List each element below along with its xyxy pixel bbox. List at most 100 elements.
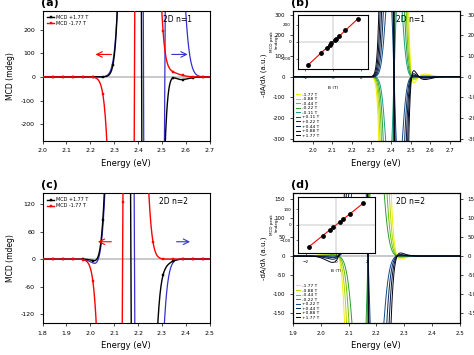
-0.88 T: [290, 254, 296, 258]
Line: -0.22 T: -0.22 T: [293, 94, 460, 355]
-0.22 T: [454, 254, 459, 258]
+1.77 T: [290, 254, 296, 258]
+0.22 T: [369, 75, 375, 79]
Line: -0.88 T: -0.88 T: [293, 0, 460, 355]
-0.44 T: [370, 75, 376, 79]
+0.11 T: [290, 75, 296, 79]
-0.22 T: [371, 106, 376, 111]
-1.77 T: [390, 224, 396, 228]
-0.22 T: [457, 254, 463, 258]
MCD +1.77 T: [177, 77, 183, 82]
+0.22 T: [290, 254, 296, 258]
+0.44 T: [290, 75, 296, 79]
+0.22 T: [428, 254, 433, 258]
+0.11 T: [390, 29, 395, 33]
+0.11 T: [396, 170, 402, 174]
Line: MCD -1.77 T: MCD -1.77 T: [41, 0, 211, 355]
-0.22 T: [290, 254, 296, 258]
+0.22 T: [457, 254, 463, 258]
MCD -1.77 T: [207, 75, 212, 79]
MCD -1.77 T: [40, 75, 46, 79]
+0.22 T: [454, 254, 459, 258]
+0.22 T: [357, 88, 363, 93]
-1.77 T: [457, 254, 463, 258]
-0.88 T: [390, 239, 396, 244]
+0.44 T: [369, 75, 375, 79]
+0.22 T: [390, 258, 396, 262]
Y-axis label: MCD (mdeg): MCD (mdeg): [7, 52, 16, 100]
+1.77 T: [454, 75, 459, 79]
-0.22 T: [373, 92, 379, 96]
-0.88 T: [428, 74, 433, 78]
+0.88 T: [457, 254, 463, 258]
-1.77 T: [370, 76, 376, 80]
-1.77 T: [369, 75, 375, 80]
-0.44 T: [457, 75, 463, 79]
-0.44 T: [380, 199, 386, 203]
Line: +1.77 T: +1.77 T: [293, 0, 460, 355]
MCD -1.77 T: [177, 257, 183, 261]
+0.22 T: [290, 75, 296, 79]
MCD -1.77 T: [177, 72, 183, 77]
+0.22 T: [428, 75, 433, 79]
+1.77 T: [290, 75, 296, 79]
MCD +1.77 T: [207, 257, 212, 261]
+0.44 T: [428, 75, 433, 80]
Line: MCD -1.77 T: MCD -1.77 T: [41, 0, 211, 355]
MCD -1.77 T: [203, 75, 209, 79]
X-axis label: Energy (eV): Energy (eV): [101, 159, 151, 168]
-0.22 T: [380, 137, 386, 141]
Line: -1.77 T: -1.77 T: [293, 0, 460, 355]
Legend: -1.77 T, -0.88 T, -0.44 T, -0.22 T, -0.11 T, +0.11 T, +0.22 T, +0.44 T, +0.88 T,: -1.77 T, -0.88 T, -0.44 T, -0.22 T, -0.1…: [295, 92, 320, 138]
Y-axis label: MCD (mdeg): MCD (mdeg): [7, 234, 16, 282]
+1.77 T: [457, 254, 463, 258]
MCD +1.77 T: [139, 287, 145, 291]
+0.44 T: [370, 74, 376, 78]
Y-axis label: -dA/dλ (a.u.): -dA/dλ (a.u.): [261, 236, 267, 280]
-0.88 T: [380, 323, 386, 327]
-0.22 T: [390, 166, 395, 170]
Text: (c): (c): [41, 180, 58, 190]
+0.22 T: [381, 321, 387, 325]
MCD -1.77 T: [120, 139, 126, 143]
+0.88 T: [390, 269, 396, 273]
-0.44 T: [390, 246, 396, 251]
-0.88 T: [290, 75, 296, 79]
Text: 2D n=1: 2D n=1: [163, 15, 192, 23]
-0.44 T: [381, 120, 387, 125]
-0.88 T: [369, 75, 375, 79]
-0.22 T: [428, 75, 433, 79]
+0.44 T: [390, 261, 396, 266]
-0.44 T: [428, 254, 433, 258]
-0.11 T: [290, 75, 296, 79]
-0.11 T: [457, 75, 463, 79]
+0.22 T: [457, 75, 463, 79]
Text: (b): (b): [291, 0, 310, 8]
+0.11 T: [380, 44, 386, 48]
-0.22 T: [370, 75, 376, 79]
-0.22 T: [381, 187, 387, 191]
Line: -0.44 T: -0.44 T: [293, 0, 460, 355]
+0.11 T: [369, 75, 375, 79]
-0.44 T: [454, 254, 459, 258]
-1.77 T: [454, 254, 459, 258]
Line: +0.44 T: +0.44 T: [293, 0, 460, 355]
+0.44 T: [454, 254, 459, 258]
-1.77 T: [290, 254, 296, 258]
Legend: -1.77 T, -0.88 T, -0.44 T, -0.22 T, +0.22 T, +0.44 T, +0.88 T, +1.77 T: -1.77 T, -0.88 T, -0.44 T, -0.22 T, +0.2…: [295, 283, 320, 321]
-0.44 T: [457, 254, 463, 258]
-1.77 T: [454, 75, 459, 79]
-0.11 T: [370, 75, 376, 79]
Line: +1.77 T: +1.77 T: [293, 0, 460, 355]
-0.44 T: [290, 75, 296, 79]
+1.77 T: [428, 76, 433, 81]
-0.44 T: [454, 75, 459, 79]
MCD -1.77 T: [203, 257, 209, 261]
-0.22 T: [457, 75, 463, 79]
MCD +1.77 T: [207, 75, 212, 79]
-0.11 T: [369, 75, 375, 79]
+0.22 T: [370, 75, 376, 79]
MCD +1.77 T: [40, 257, 46, 261]
Line: +0.22 T: +0.22 T: [293, 91, 460, 355]
-0.22 T: [390, 250, 396, 255]
